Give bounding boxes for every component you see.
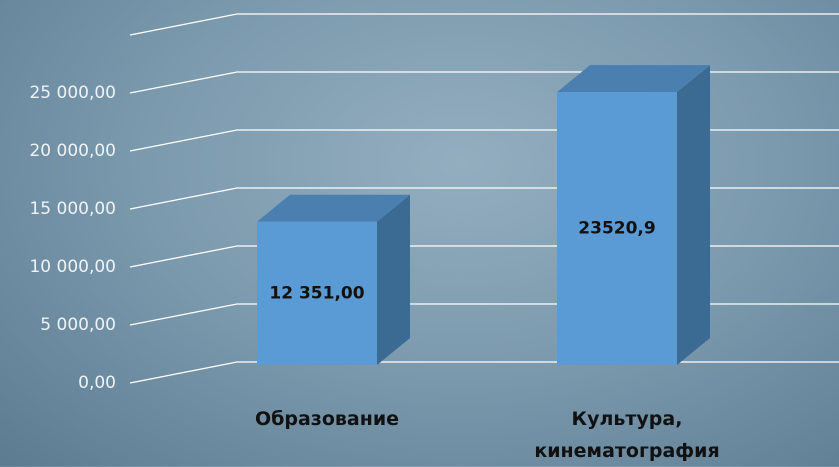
bar-side (677, 65, 710, 365)
bar-top (257, 194, 410, 222)
y-tick-label: 15 000,00 (29, 199, 116, 219)
x-tick-label: Образование (254, 408, 400, 430)
value-label: 12 351,00 (269, 283, 364, 303)
y-tick-label: 25 000,00 (29, 83, 116, 103)
grid-line (129, 303, 839, 326)
bar (557, 92, 677, 365)
y-tick-label: 20 000,00 (29, 141, 116, 161)
value-label: 23520,9 (578, 219, 655, 239)
y-tick-label: 5 000,00 (40, 315, 116, 335)
x-tick-label: Культура, кинематография (534, 408, 720, 462)
grid-line (129, 361, 839, 384)
y-tick-label: 0,00 (78, 373, 116, 393)
grid-line (129, 71, 839, 94)
bar-top (557, 65, 710, 93)
y-tick-label: 10 000,00 (29, 257, 116, 277)
grid-line (129, 13, 839, 36)
bar (257, 221, 377, 365)
grid-line (129, 187, 839, 210)
grid-line (129, 129, 839, 152)
bar-side (377, 194, 410, 365)
grid-line (129, 245, 839, 268)
